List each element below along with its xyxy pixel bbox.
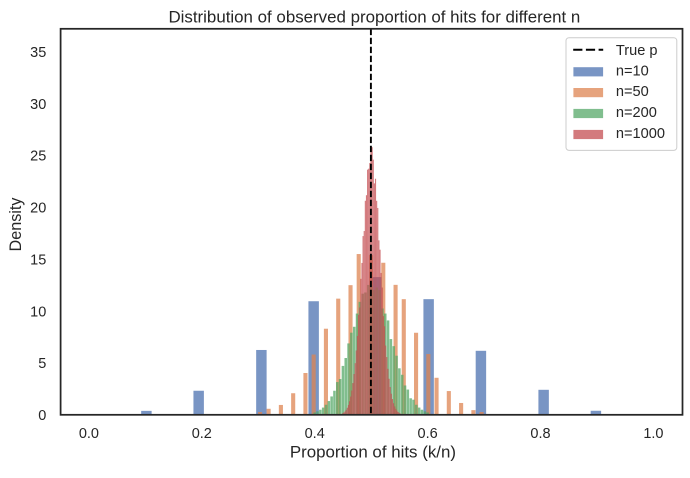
svg-text:0: 0	[38, 408, 46, 424]
svg-text:n=1000: n=1000	[616, 126, 665, 142]
svg-text:Distribution of observed propo: Distribution of observed proportion of h…	[168, 7, 580, 26]
svg-text:0.0: 0.0	[79, 426, 99, 442]
svg-text:0.8: 0.8	[530, 426, 550, 442]
svg-text:20: 20	[30, 201, 46, 217]
svg-text:0.4: 0.4	[305, 426, 325, 442]
svg-text:n=10: n=10	[616, 63, 649, 79]
svg-text:0.2: 0.2	[192, 426, 212, 442]
svg-text:True p: True p	[616, 43, 658, 59]
svg-text:25: 25	[30, 149, 46, 165]
svg-text:1.0: 1.0	[643, 426, 663, 442]
svg-text:15: 15	[30, 252, 46, 268]
svg-text:Density: Density	[7, 197, 25, 252]
svg-text:n=50: n=50	[616, 84, 649, 100]
svg-text:30: 30	[30, 97, 46, 113]
svg-text:n=200: n=200	[616, 105, 657, 121]
svg-text:0.6: 0.6	[418, 426, 438, 442]
svg-text:Proportion of hits (k/n): Proportion of hits (k/n)	[290, 442, 456, 461]
svg-text:10: 10	[30, 304, 46, 320]
svg-text:5: 5	[38, 356, 46, 372]
svg-text:35: 35	[30, 45, 46, 61]
